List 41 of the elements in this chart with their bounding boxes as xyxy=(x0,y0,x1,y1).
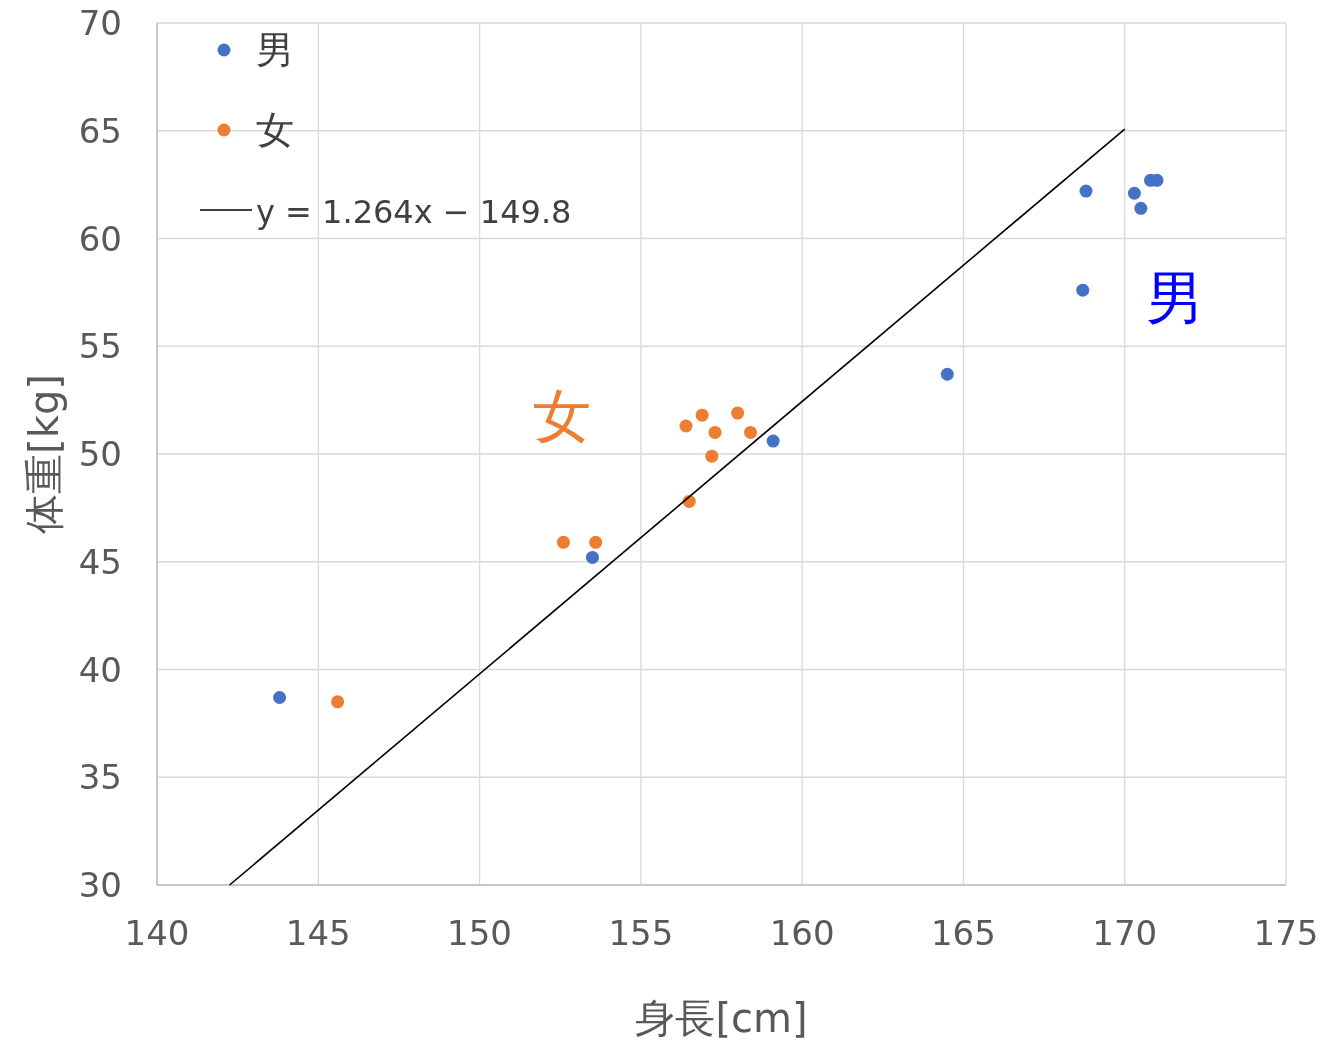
point xyxy=(1127,186,1141,200)
point xyxy=(708,425,722,439)
x-tick-label: 170 xyxy=(1092,913,1158,953)
point xyxy=(1134,201,1148,215)
legend-label: 男 xyxy=(256,28,294,72)
y-tick-label: 45 xyxy=(78,541,122,582)
y-tick-label: 35 xyxy=(78,757,122,798)
y-tick-label: 40 xyxy=(78,649,122,690)
y-tick-label: 60 xyxy=(78,218,122,259)
x-tick-label: 155 xyxy=(608,913,674,953)
y-tick-label: 65 xyxy=(78,110,122,151)
x-tick-label: 165 xyxy=(930,913,996,953)
point xyxy=(1079,184,1093,198)
y-tick-label: 50 xyxy=(78,434,122,474)
point xyxy=(331,695,345,709)
point xyxy=(705,449,719,463)
x-tick-label: 140 xyxy=(124,913,190,953)
legend-label: 女 xyxy=(256,108,294,152)
y-tick-label: 30 xyxy=(78,865,122,905)
annotation: 男 xyxy=(1146,264,1204,332)
x-tick-label: 175 xyxy=(1253,913,1319,953)
point xyxy=(589,535,603,549)
y-tick-label: 70 xyxy=(78,3,122,43)
point xyxy=(744,425,758,439)
point xyxy=(679,419,693,433)
x-axis-title: 身長[cm] xyxy=(635,995,808,1041)
point xyxy=(1076,283,1090,297)
point xyxy=(695,408,709,422)
point xyxy=(940,367,954,381)
x-tick-label: 160 xyxy=(769,913,835,953)
annotation: 女 xyxy=(533,382,591,450)
x-tick-label: 145 xyxy=(285,913,351,953)
point xyxy=(731,406,745,420)
point xyxy=(556,535,570,549)
y-axis-title: 体重[kg] xyxy=(21,374,67,534)
x-tick-label: 150 xyxy=(447,913,513,953)
point xyxy=(766,434,780,448)
legend-label: y = 1.264x − 149.8 xyxy=(256,193,572,231)
point xyxy=(273,691,287,705)
point xyxy=(585,550,599,564)
y-tick-label: 55 xyxy=(78,326,122,367)
